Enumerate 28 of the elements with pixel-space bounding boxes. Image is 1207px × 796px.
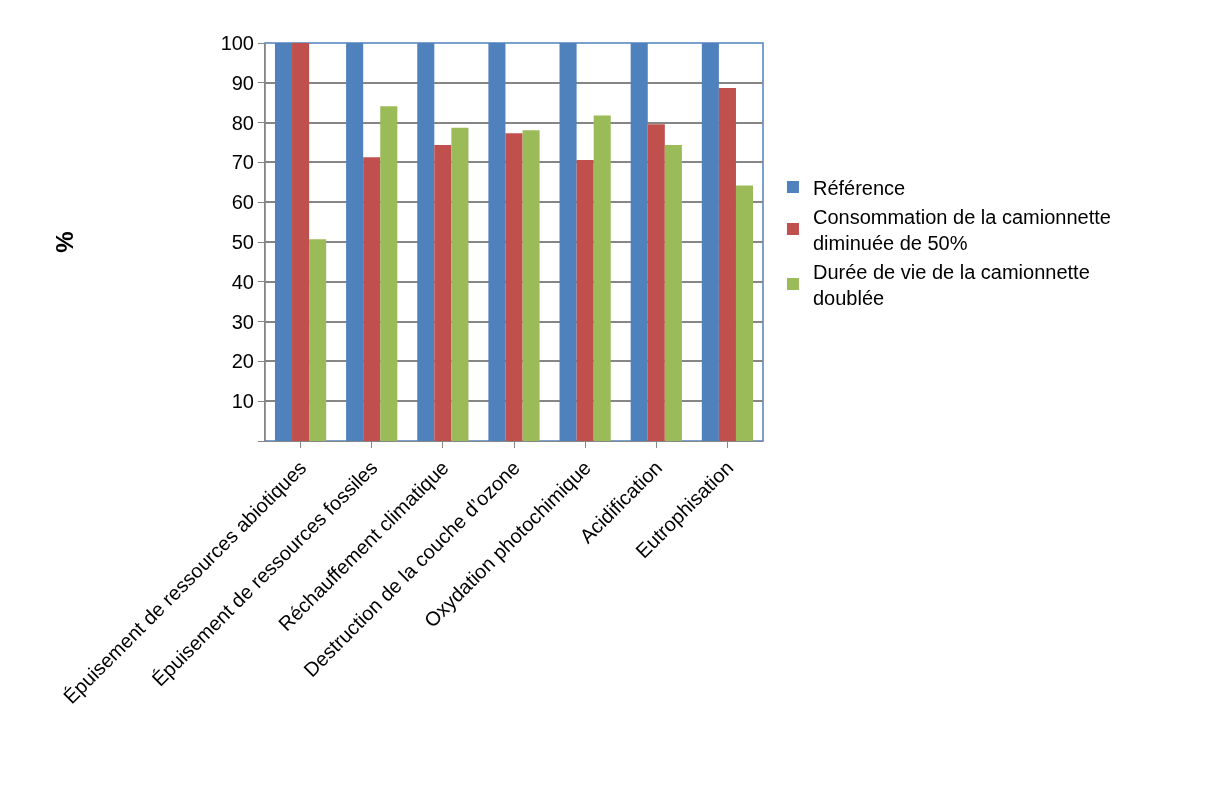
y-tick-label: 70 [231,151,254,174]
bar [505,133,523,441]
y-tick-label: 40 [231,270,254,293]
y-tick-label: 10 [231,390,254,413]
bar [363,157,381,441]
y-tick-label: 100 [220,32,254,54]
y-axis-title: % [50,231,78,253]
y-tick-label: 80 [231,111,254,134]
legend-label: Durée de vie de la camionnette doublée [812,260,1090,309]
bar [451,127,469,441]
bar [434,144,452,441]
bar [292,43,310,441]
bar [380,106,398,441]
bar [735,185,754,441]
y-tick-label: 20 [231,350,254,373]
bar [718,87,736,441]
bar [647,124,665,441]
y-tick-label: 60 [231,191,254,214]
bar [576,160,594,441]
legend-label: Consommation de la camionnette diminuée de 50% [812,205,1111,254]
bar [593,115,611,441]
bar [664,144,682,441]
bar [522,130,540,441]
y-tick-label: 50 [231,231,254,253]
bar [309,239,327,441]
y-tick-label: 90 [231,71,254,94]
legend-label: Référence [812,176,906,199]
y-tick-label: 30 [231,310,254,333]
